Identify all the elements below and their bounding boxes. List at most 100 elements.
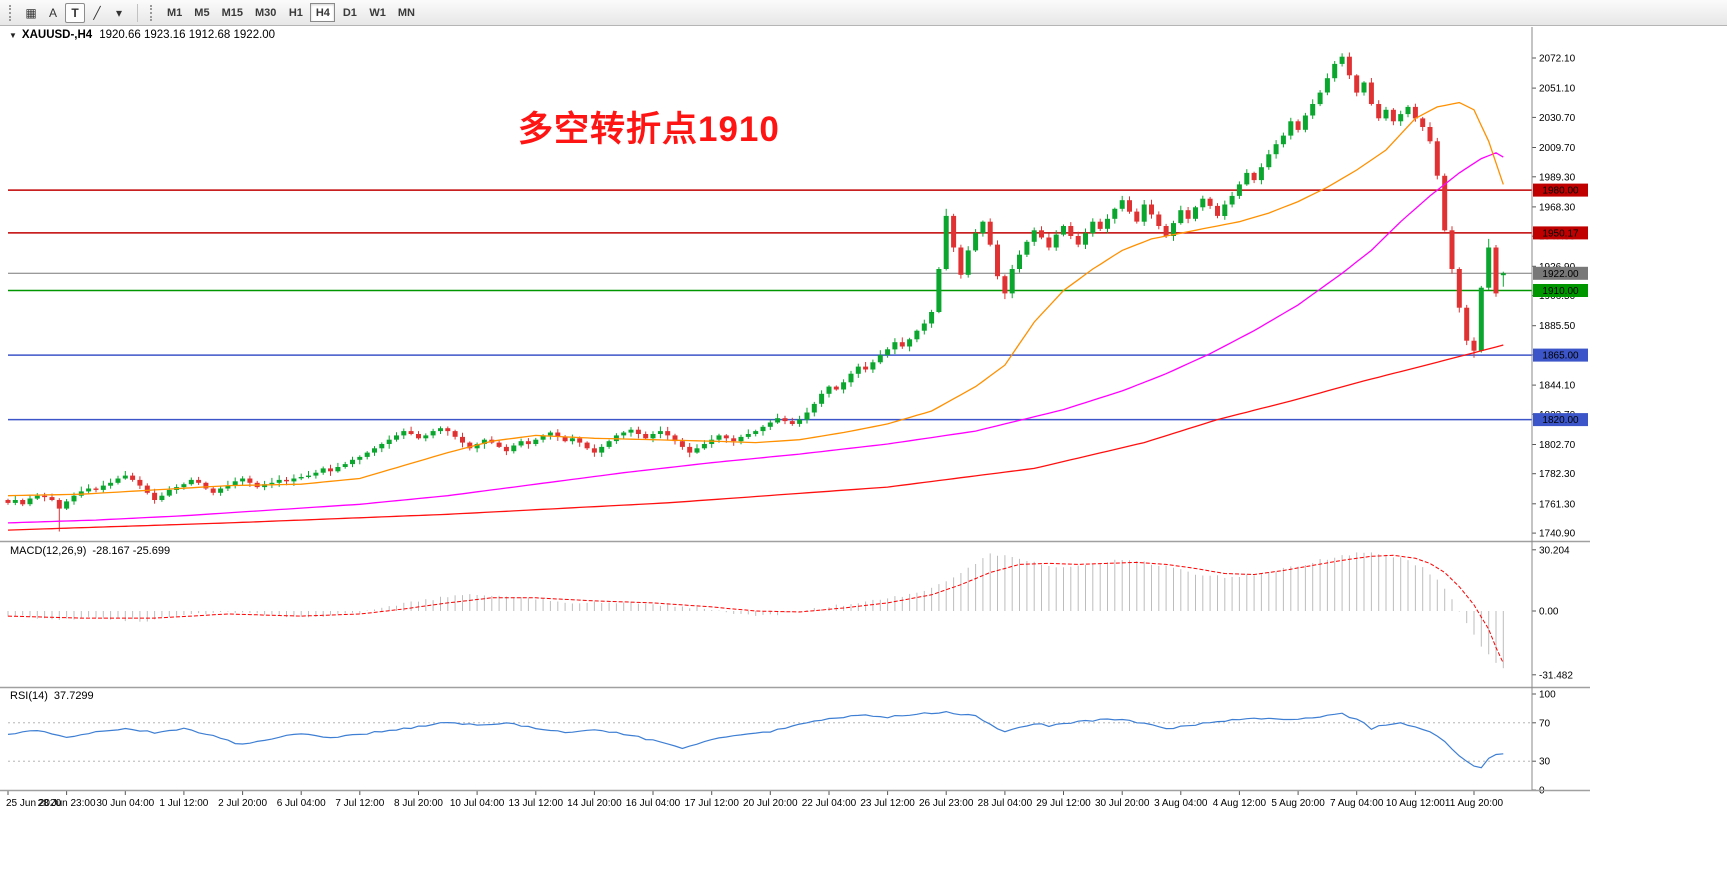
rsi-name: RSI(14) xyxy=(10,690,48,702)
macd-values: -28.167 -25.699 xyxy=(92,545,171,557)
svg-text:0.00: 0.00 xyxy=(1539,607,1559,618)
svg-text:1968.30: 1968.30 xyxy=(1539,202,1576,213)
svg-text:1782.30: 1782.30 xyxy=(1539,469,1576,480)
horizontal-levels xyxy=(8,189,1532,421)
svg-text:70: 70 xyxy=(1539,718,1551,729)
drawing-tools-group: ▦ A T ╱ ▾ xyxy=(20,2,130,23)
fast-ma-line[interactable] xyxy=(7,101,1504,497)
price-tag xyxy=(1533,284,1588,297)
svg-text:30.204: 30.204 xyxy=(1539,545,1570,556)
timeframe-m30[interactable]: M30 xyxy=(254,6,277,19)
svg-text:1989.30: 1989.30 xyxy=(1539,172,1576,183)
timeframe-buttons-group: M1 M5 M15 M30 H1 H4 D1 W1 MN xyxy=(161,3,421,23)
svg-text:14 Jul 20:00: 14 Jul 20:00 xyxy=(567,798,622,809)
svg-text:1980.00: 1980.00 xyxy=(1542,186,1579,197)
price-tag xyxy=(1533,413,1588,427)
svg-text:1910.00: 1910.00 xyxy=(1542,286,1579,297)
slow-ma-line[interactable] xyxy=(7,344,1504,531)
macd-panel[interactable]: 30.204 0.00 -31.482 xyxy=(7,545,1573,681)
rsi-panel[interactable]: 10070300 xyxy=(7,690,1556,797)
rsi-label: RSI(14) 37.7299 xyxy=(10,690,94,702)
svg-text:26 Jul 23:00: 26 Jul 23:00 xyxy=(919,798,974,809)
svg-text:30 Jul 20:00: 30 Jul 20:00 xyxy=(1095,798,1150,809)
svg-text:17 Jul 12:00: 17 Jul 12:00 xyxy=(684,798,739,809)
symbol-period-label: XAUUSD-,H4 xyxy=(21,29,93,41)
svg-text:16 Jul 04:00: 16 Jul 04:00 xyxy=(626,798,681,809)
svg-text:1922.00: 1922.00 xyxy=(1542,269,1579,280)
svg-text:1844.10: 1844.10 xyxy=(1539,381,1576,392)
price-tag xyxy=(1533,348,1588,362)
ohlc-values: 1920.66 1923.16 1912.68 1922.00 xyxy=(99,29,276,41)
svg-text:100: 100 xyxy=(1539,690,1556,701)
svg-text:10 Jul 04:00: 10 Jul 04:00 xyxy=(450,798,505,809)
svg-text:1802.70: 1802.70 xyxy=(1539,440,1576,451)
price-tag xyxy=(1533,226,1588,240)
candlesticks[interactable] xyxy=(5,52,1506,532)
svg-text:30: 30 xyxy=(1539,757,1551,768)
timeframe-m5[interactable]: M5 xyxy=(194,6,210,19)
price-tag xyxy=(1533,266,1588,280)
svg-text:13 Jul 12:00: 13 Jul 12:00 xyxy=(509,798,564,809)
svg-text:2072.10: 2072.10 xyxy=(1539,54,1576,65)
timeframe-mn[interactable]: MN xyxy=(397,6,415,19)
macd-name: MACD(12,26,9) xyxy=(10,545,87,557)
chart-title: ▼ XAUUSD-,H4 1920.66 1923.16 1912.68 1922.… xyxy=(9,29,275,41)
svg-text:30 Jun 04:00: 30 Jun 04:00 xyxy=(96,798,154,809)
svg-text:1740.90: 1740.90 xyxy=(1539,529,1576,540)
svg-text:6 Jul 04:00: 6 Jul 04:00 xyxy=(277,798,326,809)
annotation-a-icon[interactable]: A xyxy=(48,5,57,20)
windows-grid-icon[interactable]: ▦ xyxy=(25,5,37,20)
svg-text:29 Jul 12:00: 29 Jul 12:00 xyxy=(1036,798,1091,809)
svg-text:1820.00: 1820.00 xyxy=(1542,415,1579,426)
price-tag xyxy=(1533,183,1588,197)
timeframe-toolbar-grip[interactable] xyxy=(150,4,156,21)
timeframe-d1[interactable]: D1 xyxy=(342,6,357,19)
timeframe-h4[interactable]: H4 xyxy=(310,3,336,23)
svg-text:1865.00: 1865.00 xyxy=(1542,351,1579,362)
svg-text:1761.30: 1761.30 xyxy=(1539,499,1576,510)
toolbar: ▦ A T ╱ ▾ M1 M5 M15 M30 H1 H4 D1 W1 MN xyxy=(0,0,1727,26)
macd-label: MACD(12,26,9) -28.167 -25.699 xyxy=(10,545,170,557)
svg-text:2030.70: 2030.70 xyxy=(1539,113,1576,124)
timeframe-h1[interactable]: H1 xyxy=(288,6,303,19)
toolbar-grip[interactable] xyxy=(9,4,15,21)
svg-text:8 Jul 20:00: 8 Jul 20:00 xyxy=(394,798,443,809)
collapse-triangle-icon[interactable]: ▼ xyxy=(9,31,17,40)
price-tags: 1980.00 1950.17 1922.00 1910.00 1865.00 1820.… xyxy=(1533,183,1588,427)
mid-ma-line[interactable] xyxy=(7,152,1504,524)
svg-text:2009.70: 2009.70 xyxy=(1539,143,1576,154)
text-tool-icon[interactable]: T xyxy=(65,2,85,23)
svg-text:1885.50: 1885.50 xyxy=(1539,321,1576,332)
svg-text:28 Jul 04:00: 28 Jul 04:00 xyxy=(978,798,1033,809)
svg-text:11 Aug 20:00: 11 Aug 20:00 xyxy=(1445,798,1504,809)
svg-text:2051.10: 2051.10 xyxy=(1539,84,1576,95)
svg-text:5 Aug 20:00: 5 Aug 20:00 xyxy=(1271,798,1325,809)
rsi-line xyxy=(7,710,1504,769)
svg-text:4 Aug 12:00: 4 Aug 12:00 xyxy=(1213,798,1267,809)
svg-text:1 Jul 12:00: 1 Jul 12:00 xyxy=(159,798,208,809)
svg-text:20 Jul 20:00: 20 Jul 20:00 xyxy=(743,798,798,809)
timeframe-m15[interactable]: M15 xyxy=(221,6,243,19)
toolbar-separator xyxy=(137,3,138,22)
line-tool-icon[interactable]: ╱ xyxy=(93,5,101,20)
annotation-text[interactable]: 多空转折点1910 xyxy=(518,110,780,149)
svg-text:23 Jul 12:00: 23 Jul 12:00 xyxy=(860,798,915,809)
svg-text:1950.17: 1950.17 xyxy=(1542,228,1579,239)
svg-text:28 Jun 23:00: 28 Jun 23:00 xyxy=(38,798,96,809)
svg-text:7 Jul 12:00: 7 Jul 12:00 xyxy=(335,798,384,809)
rsi-value: 37.7299 xyxy=(53,690,94,702)
dropdown-caret-icon[interactable]: ▾ xyxy=(115,5,123,20)
timeframe-m1[interactable]: M1 xyxy=(167,6,183,19)
timeframe-w1[interactable]: W1 xyxy=(369,6,386,19)
svg-text:2 Jul 20:00: 2 Jul 20:00 xyxy=(218,798,267,809)
svg-text:7 Aug 04:00: 7 Aug 04:00 xyxy=(1330,798,1384,809)
svg-text:25 Jun 2020: 25 Jun 2020 xyxy=(6,798,61,809)
svg-text:22 Jul 04:00: 22 Jul 04:00 xyxy=(802,798,857,809)
macd-signal-line xyxy=(7,554,1504,664)
svg-text:3 Aug 04:00: 3 Aug 04:00 xyxy=(1154,798,1208,809)
svg-text:-31.482: -31.482 xyxy=(1539,670,1573,681)
svg-text:10 Aug 12:00: 10 Aug 12:00 xyxy=(1386,798,1445,809)
